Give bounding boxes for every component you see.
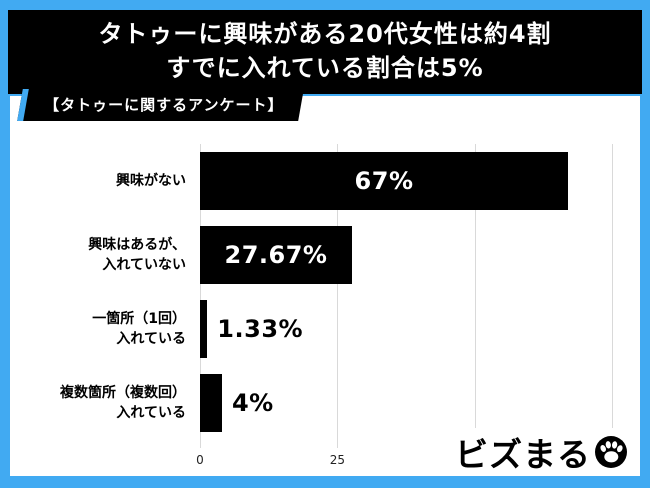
bar <box>200 152 569 210</box>
x-tick-label: 25 <box>329 453 345 467</box>
gridline <box>337 144 339 448</box>
bar <box>200 374 222 432</box>
chart-row: 4% <box>200 366 612 440</box>
survey-tag: 【タトゥーに関するアンケート】 <box>17 89 305 121</box>
x-tick-label: 0 <box>196 453 204 467</box>
bar-value-label: 27.67% <box>224 241 328 269</box>
chart-row: 1.33% <box>200 292 612 366</box>
bar-chart: 興味がない 興味はあるが、 入れていない 一箇所（1回） 入れている 複数箇所（… <box>16 144 620 472</box>
bar-value-label: 4% <box>231 389 274 417</box>
logo-text: ビズまる <box>455 435 591 474</box>
paw-icon <box>595 436 627 468</box>
category-labels-column: 興味がない 興味はあるが、 入れていない 一箇所（1回） 入れている 複数箇所（… <box>16 144 200 472</box>
survey-tag-label: 【タトゥーに関するアンケート】 <box>44 96 284 114</box>
chart-card: 【タトゥーに関するアンケート】 興味がない 興味はあるが、 入れていない 一箇所… <box>10 89 640 476</box>
gridline <box>474 144 476 448</box>
category-label: 興味はあるが、 入れていない <box>88 236 186 273</box>
gridlines <box>200 144 613 448</box>
bar-value-label: 67% <box>354 167 414 195</box>
category-label: 一箇所（1回） 入れている <box>92 310 186 347</box>
category-label: 複数箇所（複数回） 入れている <box>60 384 186 421</box>
site-logo: ビズまる <box>449 428 628 476</box>
header-line-2: すでに入れている割合は5% <box>166 54 484 83</box>
plot-area: 67% 27.67% 1.33% 4% <box>196 144 620 472</box>
category-label: 興味がない <box>116 172 186 189</box>
header-line-1: タトゥーに興味がある20代女性は約4割 <box>98 20 552 48</box>
chart-row: 27.67% <box>200 218 612 292</box>
gridline <box>612 144 613 448</box>
bar <box>200 300 208 358</box>
gridline <box>200 144 201 448</box>
bar <box>200 226 352 284</box>
header-banner: タトゥーに興味がある20代女性は約4割 すでに入れている割合は5% <box>8 10 642 95</box>
chart-row: 67% <box>200 144 612 218</box>
bar-value-label: 1.33% <box>217 315 304 343</box>
bar-rows: 67% 27.67% 1.33% 4% <box>200 144 612 448</box>
